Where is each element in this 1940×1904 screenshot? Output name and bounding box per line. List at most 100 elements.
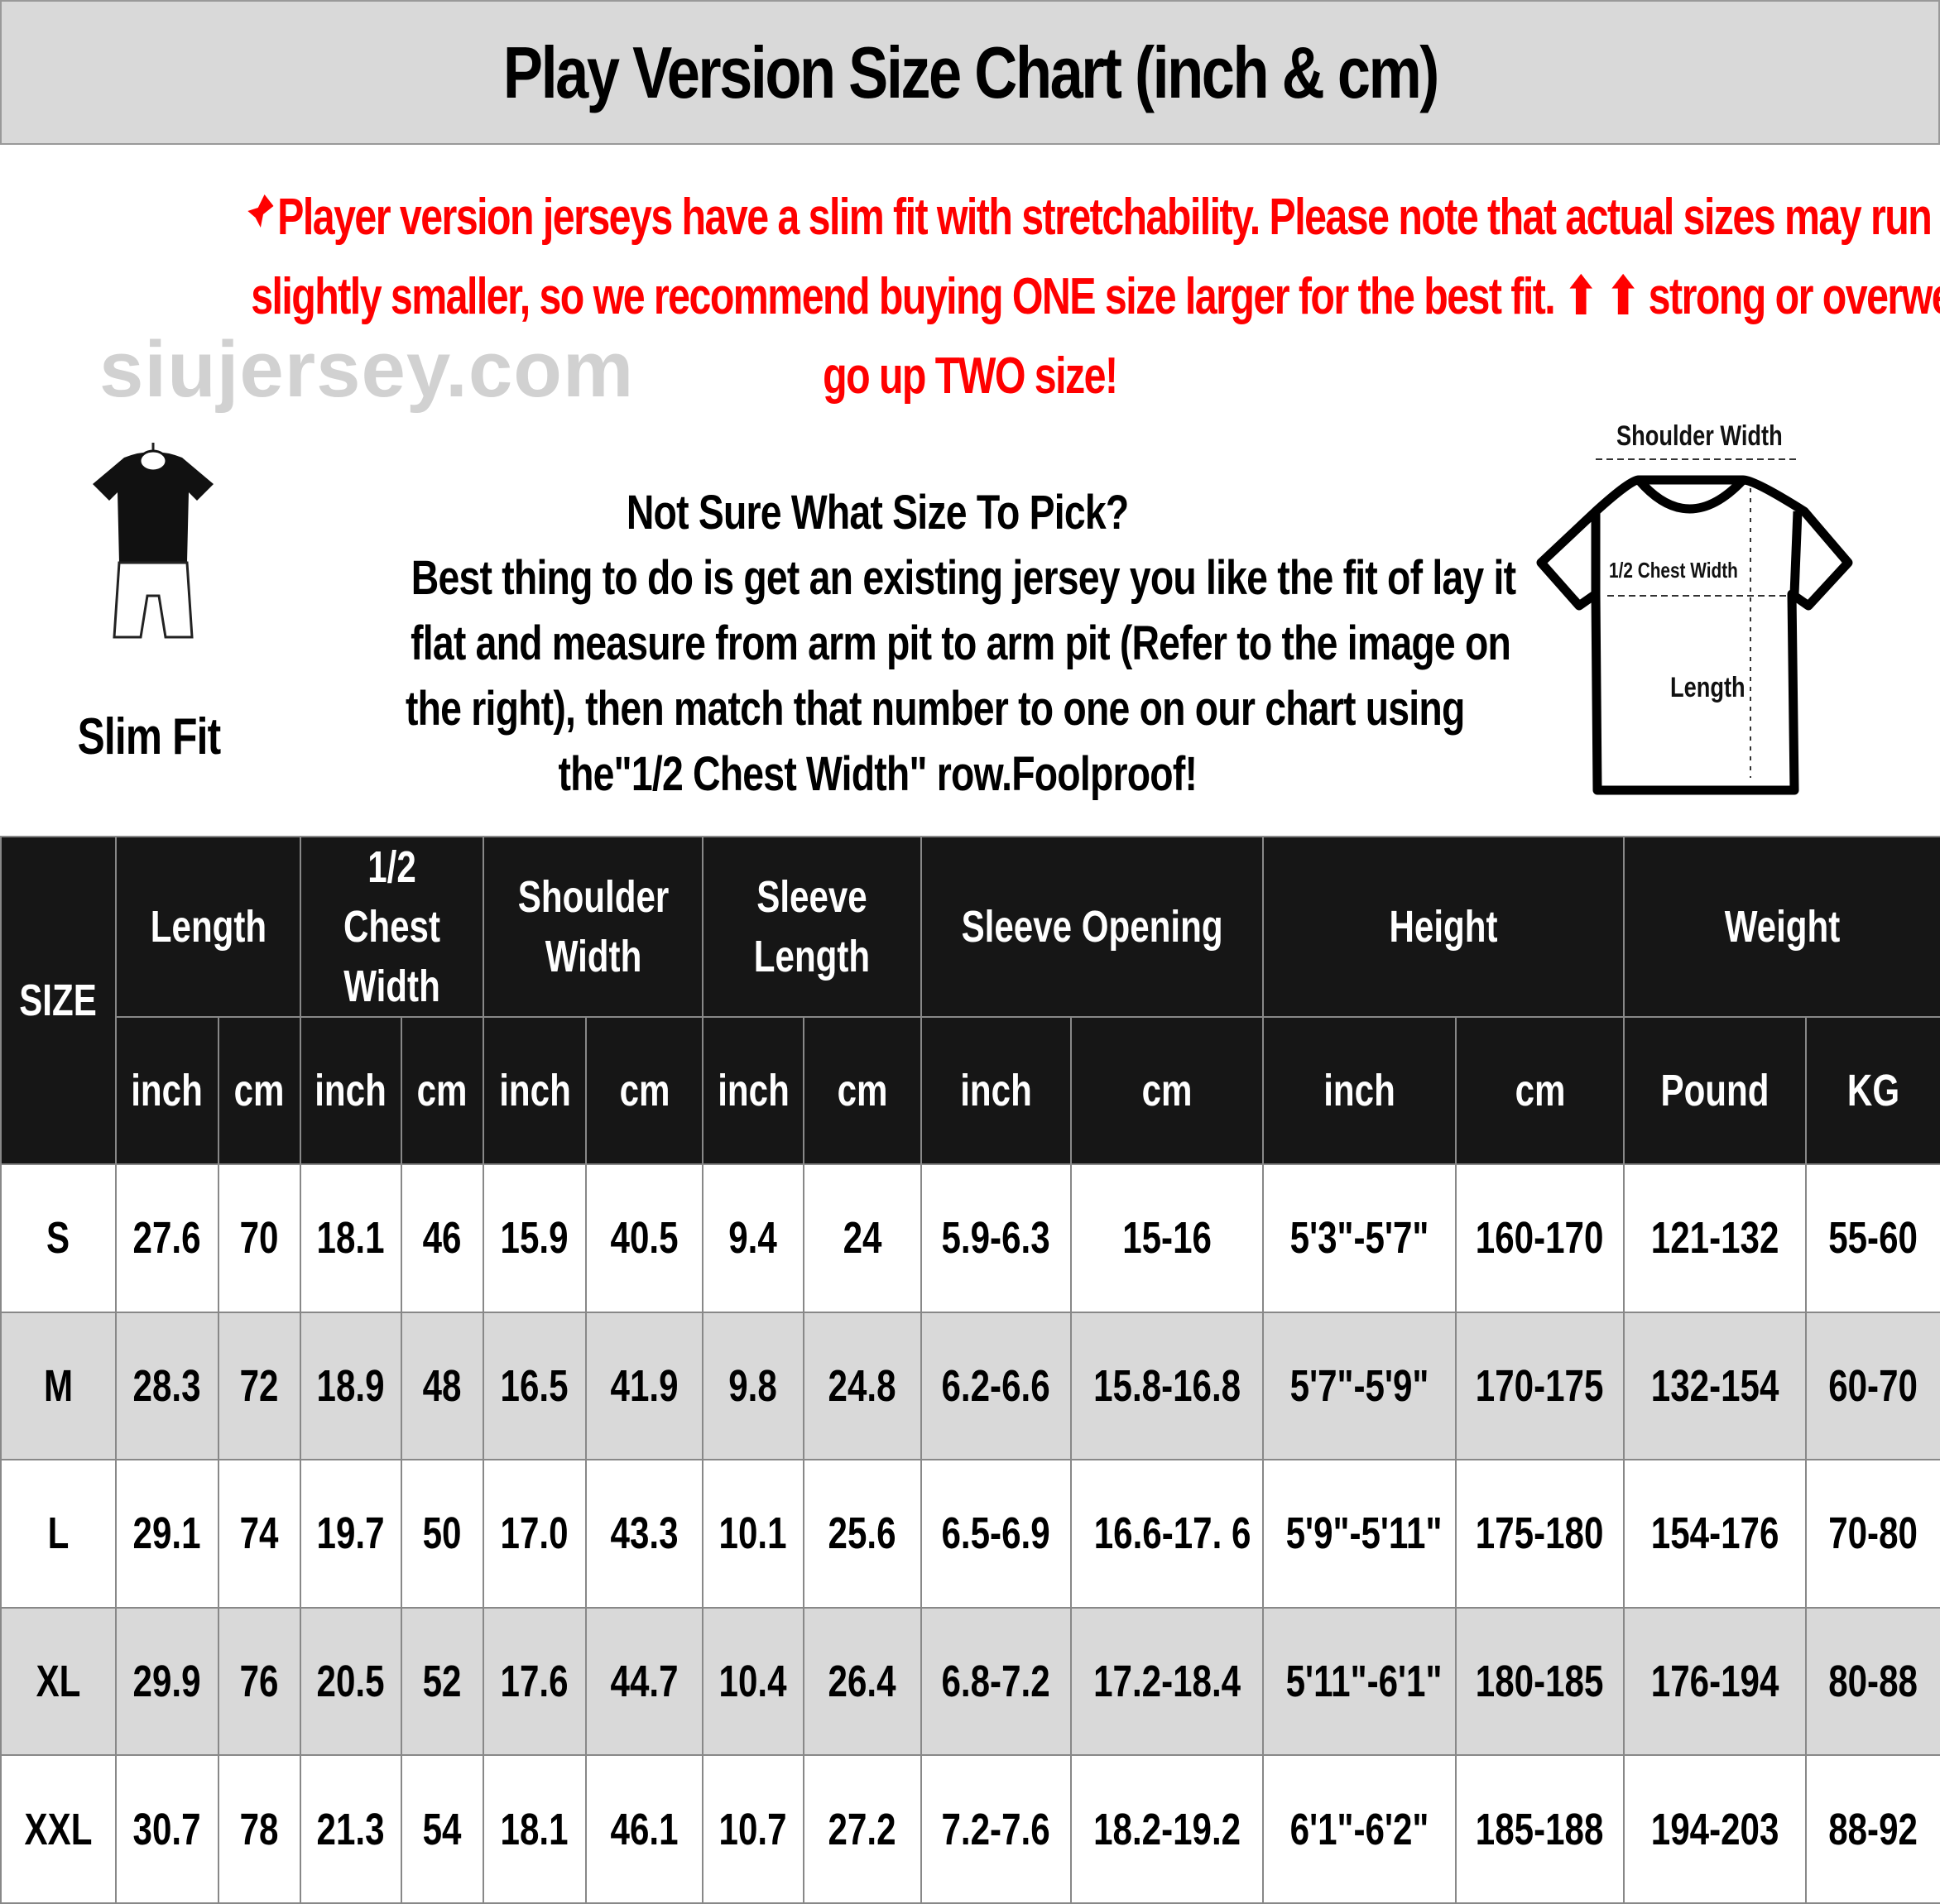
measurement-diagram: Shoulder Width 1/2 Chest Width Length [1506,414,1879,811]
slim-fit-label: Slim Fit [77,708,222,765]
value-cell: 88-92 [1805,1754,1940,1904]
value-cell: 180-185 [1455,1606,1625,1757]
unit-header: inch [483,1016,588,1165]
value-cell: 160-170 [1455,1163,1625,1313]
value-cell: 76 [218,1606,301,1757]
value-cell: 7.2-7.6 [920,1754,1073,1904]
value-cell: 80-88 [1805,1606,1940,1757]
value-cell: 170-175 [1455,1311,1625,1461]
table-row: M 28.3 72 18.9 48 16.5 41.9 9.8 24.8 6.2-6.6 15.8-… [0,1311,1940,1461]
unit-header: inch [1262,1016,1457,1165]
value-cell: 176-194 [1623,1606,1808,1757]
value-cell: 5'9"-5'11" [1262,1459,1457,1609]
size-table: SIZE Length 1/2 Chest Width Shoulder Wid… [0,836,1940,1904]
value-cell: 46 [400,1163,485,1313]
value-cell: 78 [218,1754,301,1904]
value-cell: 60-70 [1805,1311,1940,1461]
fit-notice: Player version jerseys have a slim fit w… [0,178,1940,416]
advice-line: the"1/2 Chest Width" row.Foolproof! [558,747,1197,801]
value-cell: 70 [218,1163,301,1313]
group-header: Sleeve Length [702,836,923,1018]
value-cell: 50 [400,1459,485,1609]
unit-header: inch [300,1016,402,1165]
unit-header: inch [115,1016,219,1165]
size-table-body: S 27.6 70 18.1 46 15.9 40.5 9.4 24 5.9-6.3 15-16 5'… [0,1163,1940,1904]
table-row: XXL 30.7 78 21.3 54 18.1 46.1 10.7 27.2 7.2-7.6 18… [0,1754,1940,1904]
value-cell: 9.8 [702,1311,805,1461]
value-cell: 10.4 [702,1606,805,1757]
value-cell: 40.5 [585,1163,704,1313]
size-cell: XXL [0,1754,117,1904]
value-cell: 72 [218,1311,301,1461]
value-cell: 10.7 [702,1754,805,1904]
unit-header: cm [585,1016,704,1165]
unit-header: cm [400,1016,485,1165]
unit-header: cm [1455,1016,1625,1165]
value-cell: 30.7 [115,1754,219,1904]
value-cell: 5'11"-6'1" [1262,1606,1457,1757]
advice-line: flat and measure from arm pit to arm pit… [411,616,1511,670]
unit-header: Pound [1623,1016,1808,1165]
value-cell: 175-180 [1455,1459,1625,1609]
group-header: Weight [1623,836,1940,1018]
group-header: Sleeve Opening [920,836,1265,1018]
unit-header: cm [1070,1016,1265,1165]
value-cell: 28.3 [115,1311,219,1461]
pushpin-icon [243,194,274,236]
value-cell: 16.6-17. 6 [1070,1459,1265,1609]
title-band: Play Version Size Chart (inch & cm) [0,0,1940,145]
size-cell: XL [0,1606,117,1757]
advice-heading: Not Sure What Size To Pick? [626,486,1129,540]
table-row: L 29.1 74 19.7 50 17.0 43.3 10.1 25.6 6.5-6.9 16.6… [0,1459,1940,1609]
value-cell: 55-60 [1805,1163,1940,1313]
value-cell: 44.7 [585,1606,704,1757]
value-cell: 5'7"-5'9" [1262,1311,1457,1461]
value-cell: 18.1 [483,1754,588,1904]
value-cell: 15.8-16.8 [1070,1311,1265,1461]
value-cell: 18.9 [300,1311,402,1461]
notice-line-2: slightly smaller, so we recommend buying… [251,268,1940,325]
value-cell: 9.4 [702,1163,805,1313]
value-cell: 154-176 [1623,1459,1808,1609]
value-cell: 24 [803,1163,923,1313]
value-cell: 54 [400,1754,485,1904]
page-title: Play Version Size Chart (inch & cm) [502,31,1439,113]
value-cell: 17.2-18.4 [1070,1606,1265,1757]
value-cell: 15-16 [1070,1163,1265,1313]
header-unit-row: inch cm inch cm inch cm inch cm inch cm inch cm Poun… [1,1016,1940,1165]
value-cell: 74 [218,1459,301,1609]
unit-header: cm [803,1016,923,1165]
value-cell: 70-80 [1805,1459,1940,1609]
value-cell: 24.8 [803,1311,923,1461]
value-cell: 6.8-7.2 [920,1606,1073,1757]
value-cell: 29.1 [115,1459,219,1609]
group-header: Length [115,836,301,1018]
value-cell: 5.9-6.3 [920,1163,1073,1313]
table-row: XL 29.9 76 20.5 52 17.6 44.7 10.4 26.4 6.8-7.2 17.… [0,1606,1940,1757]
unit-header: KG [1805,1016,1940,1165]
unit-header: cm [218,1016,301,1165]
value-cell: 26.4 [803,1606,923,1757]
notice-line-3: go up TWO size! [823,348,1118,405]
shoulder-width-label: Shoulder Width [1616,420,1783,452]
value-cell: 10.1 [702,1459,805,1609]
value-cell: 15.9 [483,1163,588,1313]
unit-header: inch [702,1016,805,1165]
group-header: 1/2 Chest Width [299,836,485,1018]
value-cell: 17.6 [483,1606,588,1757]
value-cell: 19.7 [300,1459,402,1609]
table-row: S 27.6 70 18.1 46 15.9 40.5 9.4 24 5.9-6.3 15-16 5'… [0,1163,1940,1313]
value-cell: 5'3"-5'7" [1262,1163,1457,1313]
value-cell: 27.2 [803,1754,923,1904]
group-header: Height [1262,836,1625,1018]
tshirt-icon [1536,458,1853,795]
mannequin-icon [93,443,214,639]
value-cell: 121-132 [1623,1163,1808,1313]
value-cell: 6.2-6.6 [920,1311,1073,1461]
value-cell: 20.5 [300,1606,402,1757]
advice-line: Best thing to do is get an existing jers… [411,551,1516,605]
value-cell: 185-188 [1455,1754,1625,1904]
unit-header: inch [920,1016,1073,1165]
group-header: Shoulder Width [483,836,704,1018]
value-cell: 27.6 [115,1163,219,1313]
